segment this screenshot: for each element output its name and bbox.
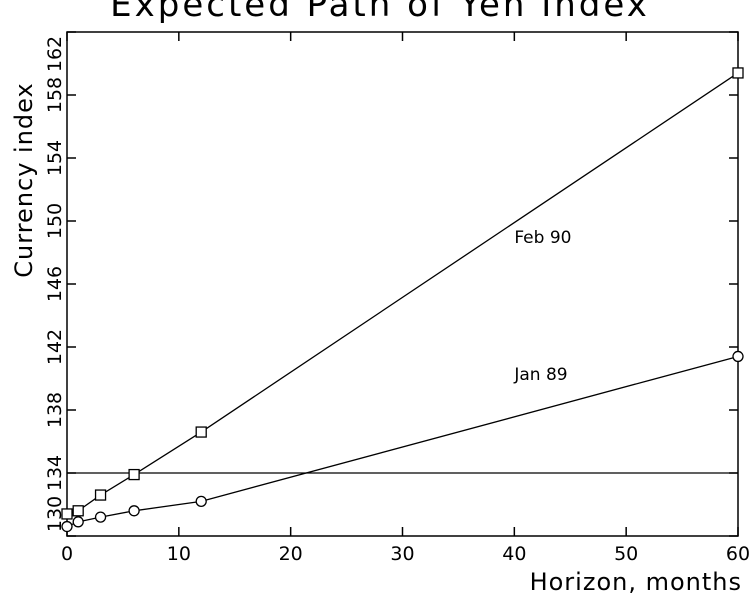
chart-title: Expected Path of Yen Index [110, 0, 650, 25]
plot-frame [66, 31, 739, 537]
y-tick-label: 158 [44, 77, 66, 113]
x-axis-title: Horizon, months [530, 568, 742, 596]
y-axis-title: Currency index [10, 82, 38, 277]
x-tick-label: 40 [502, 543, 526, 565]
y-tick-label: 150 [44, 203, 66, 239]
y-axis: 130 134 138 142 146 150 154 158 162 [44, 31, 738, 537]
y-tick-label: 134 [44, 455, 66, 491]
y-tick-label: 162 [44, 36, 66, 72]
x-axis: 0 10 20 30 40 50 60 [61, 32, 750, 565]
data-point-square [128, 468, 140, 481]
data-point-square [72, 505, 84, 517]
annotation-label: Feb 90 [514, 228, 571, 248]
data-point-square [94, 489, 107, 501]
annotation-label: Jan 89 [513, 365, 567, 385]
data-point-circle [128, 505, 140, 517]
data-point-circle [61, 520, 73, 533]
y-tick-label: 138 [44, 392, 66, 428]
series-line-1 [66, 355, 739, 528]
x-tick-label: 10 [167, 543, 191, 565]
y-tick-label: 130 [44, 496, 66, 532]
data-point-circle [732, 350, 744, 363]
x-tick-label: 60 [726, 543, 750, 565]
x-tick-label: 30 [390, 543, 414, 565]
data-point-circle [72, 516, 84, 528]
series-layer [61, 67, 744, 533]
x-tick-label: 20 [279, 543, 303, 565]
data-point-circle [94, 511, 107, 523]
data-point-circle [195, 495, 207, 508]
data-point-square [195, 426, 207, 438]
series-line-0 [66, 72, 739, 515]
x-tick-label: 0 [61, 543, 73, 565]
y-tick-label: 142 [44, 329, 66, 365]
y-tick-label: 154 [44, 140, 66, 176]
data-point-square [732, 67, 744, 79]
data-point-square [61, 508, 73, 520]
annotation-layer: Feb 90 Jan 89 [513, 228, 571, 385]
x-tick-label: 50 [614, 543, 638, 565]
y-tick-label: 146 [44, 266, 66, 302]
